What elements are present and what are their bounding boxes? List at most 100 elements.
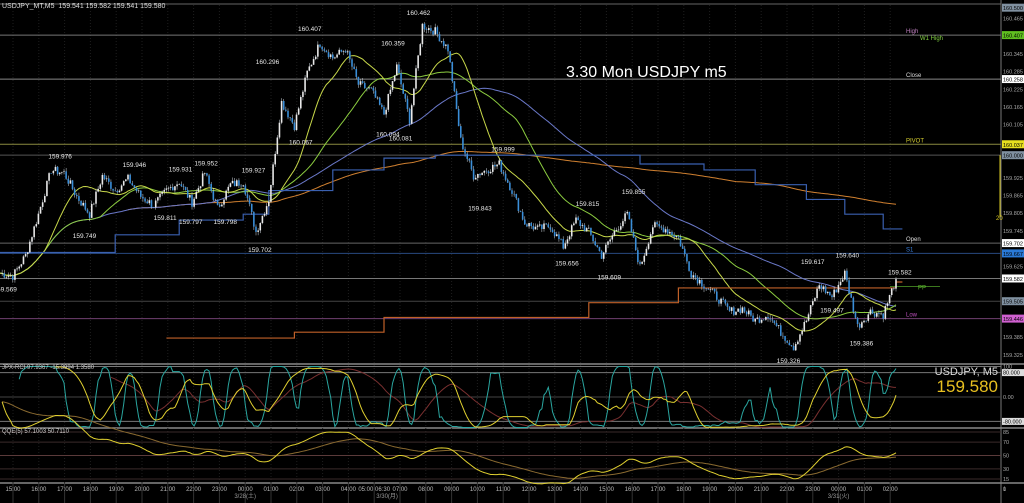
candle-body — [528, 222, 530, 227]
candle-body — [137, 190, 140, 192]
candle-body — [270, 185, 272, 202]
candle-body — [321, 46, 323, 50]
candle-body — [351, 59, 353, 67]
quote-symbol: USDJPY, M5 — [934, 366, 998, 378]
level-label: Open — [906, 237, 921, 243]
candle-body — [854, 312, 857, 318]
price-annotation: 159.609 — [598, 275, 622, 282]
candle-body — [652, 227, 654, 235]
candle-body — [694, 275, 697, 278]
candle-body — [835, 289, 838, 293]
qqe-title: QQE(5) 57.1003 50.7110 — [2, 429, 69, 435]
candle-body — [765, 317, 767, 320]
candle-body — [724, 299, 727, 304]
candle-body — [223, 199, 225, 205]
candle-body — [56, 166, 59, 175]
price-axis-label: 160.037 — [1003, 143, 1023, 149]
candle-body — [385, 109, 387, 115]
price-annotation: 159.952 — [194, 160, 218, 167]
candle-body — [829, 291, 831, 296]
price-annotation: 159.798 — [214, 219, 238, 226]
candle-body — [895, 279, 897, 289]
candle-body — [82, 202, 84, 206]
candle-body — [440, 41, 443, 42]
candle-body — [152, 207, 155, 208]
candle-body — [176, 184, 178, 187]
price-axis-box — [1002, 239, 1024, 248]
candle-body — [291, 118, 294, 123]
candle-body — [573, 223, 575, 226]
level-label: PP — [918, 285, 926, 291]
candle-body — [110, 181, 112, 189]
candle-body — [878, 313, 880, 314]
candle-body — [295, 114, 298, 131]
candle-body — [340, 49, 343, 52]
candle-body — [844, 270, 846, 280]
candle-body — [73, 189, 76, 195]
time-label: 23:00 — [805, 487, 821, 493]
candle-body — [457, 109, 460, 127]
candle-body — [201, 173, 204, 187]
candle-body — [69, 180, 72, 184]
level-label: Close — [906, 73, 922, 79]
candle-body — [221, 204, 223, 207]
candle-body — [637, 250, 639, 263]
candle-body — [24, 254, 27, 257]
candle-body — [807, 314, 810, 321]
candle-body — [541, 224, 543, 229]
candle-body — [707, 288, 710, 290]
candle-body — [502, 171, 505, 174]
price-annotation: 159.702 — [248, 247, 272, 254]
candle-body — [720, 298, 722, 304]
time-label: 02:00 — [289, 487, 305, 493]
candle-body — [434, 27, 436, 35]
candle-body — [216, 199, 219, 205]
time-label: 19:00 — [109, 487, 125, 493]
candle-body — [71, 180, 74, 190]
rci-mid-line — [55, 366, 897, 428]
candle-body — [246, 194, 249, 199]
candle-body — [649, 234, 652, 244]
price-annotation: 159.569 — [0, 286, 17, 293]
candle-body — [470, 160, 473, 170]
time-label: 17:00 — [57, 487, 73, 493]
candle-body — [831, 295, 833, 298]
candle-body — [790, 345, 793, 346]
price-annotation: 159.640 — [836, 252, 860, 259]
candle-body — [263, 214, 266, 216]
candle-body — [615, 229, 618, 231]
candle-body — [214, 199, 217, 201]
candle-body — [449, 51, 451, 63]
candle-body — [730, 307, 733, 311]
candle-body — [824, 286, 827, 294]
candle-body — [752, 315, 754, 322]
candle-body — [524, 219, 526, 225]
qqe-axis-label: 1 — [1003, 486, 1006, 492]
candle-body — [494, 164, 496, 167]
candle-body — [93, 203, 95, 205]
candle-body — [22, 256, 25, 265]
time-label: 01:00 — [263, 487, 279, 493]
candle-body — [871, 309, 874, 314]
price-axis-label: 159.865 — [1003, 194, 1023, 200]
candle-body — [577, 217, 579, 221]
candle-body — [462, 137, 464, 150]
candle-body — [837, 285, 840, 293]
candle-body — [357, 76, 360, 85]
quote-last-price: 159.580 — [936, 377, 998, 396]
ma-fast-line — [0, 52, 897, 332]
candle-body — [278, 122, 281, 138]
candle-body — [639, 262, 641, 264]
candle-body — [146, 201, 148, 204]
time-label: 10:00 — [470, 487, 486, 493]
candle-body — [547, 224, 550, 228]
candle-body — [95, 191, 97, 204]
candle-body — [361, 81, 364, 83]
candle-body — [748, 310, 750, 315]
candle-body — [423, 23, 426, 30]
candle-body — [157, 197, 159, 201]
candle-body — [349, 51, 351, 60]
candle-body — [662, 227, 665, 233]
candle-body — [18, 266, 20, 269]
